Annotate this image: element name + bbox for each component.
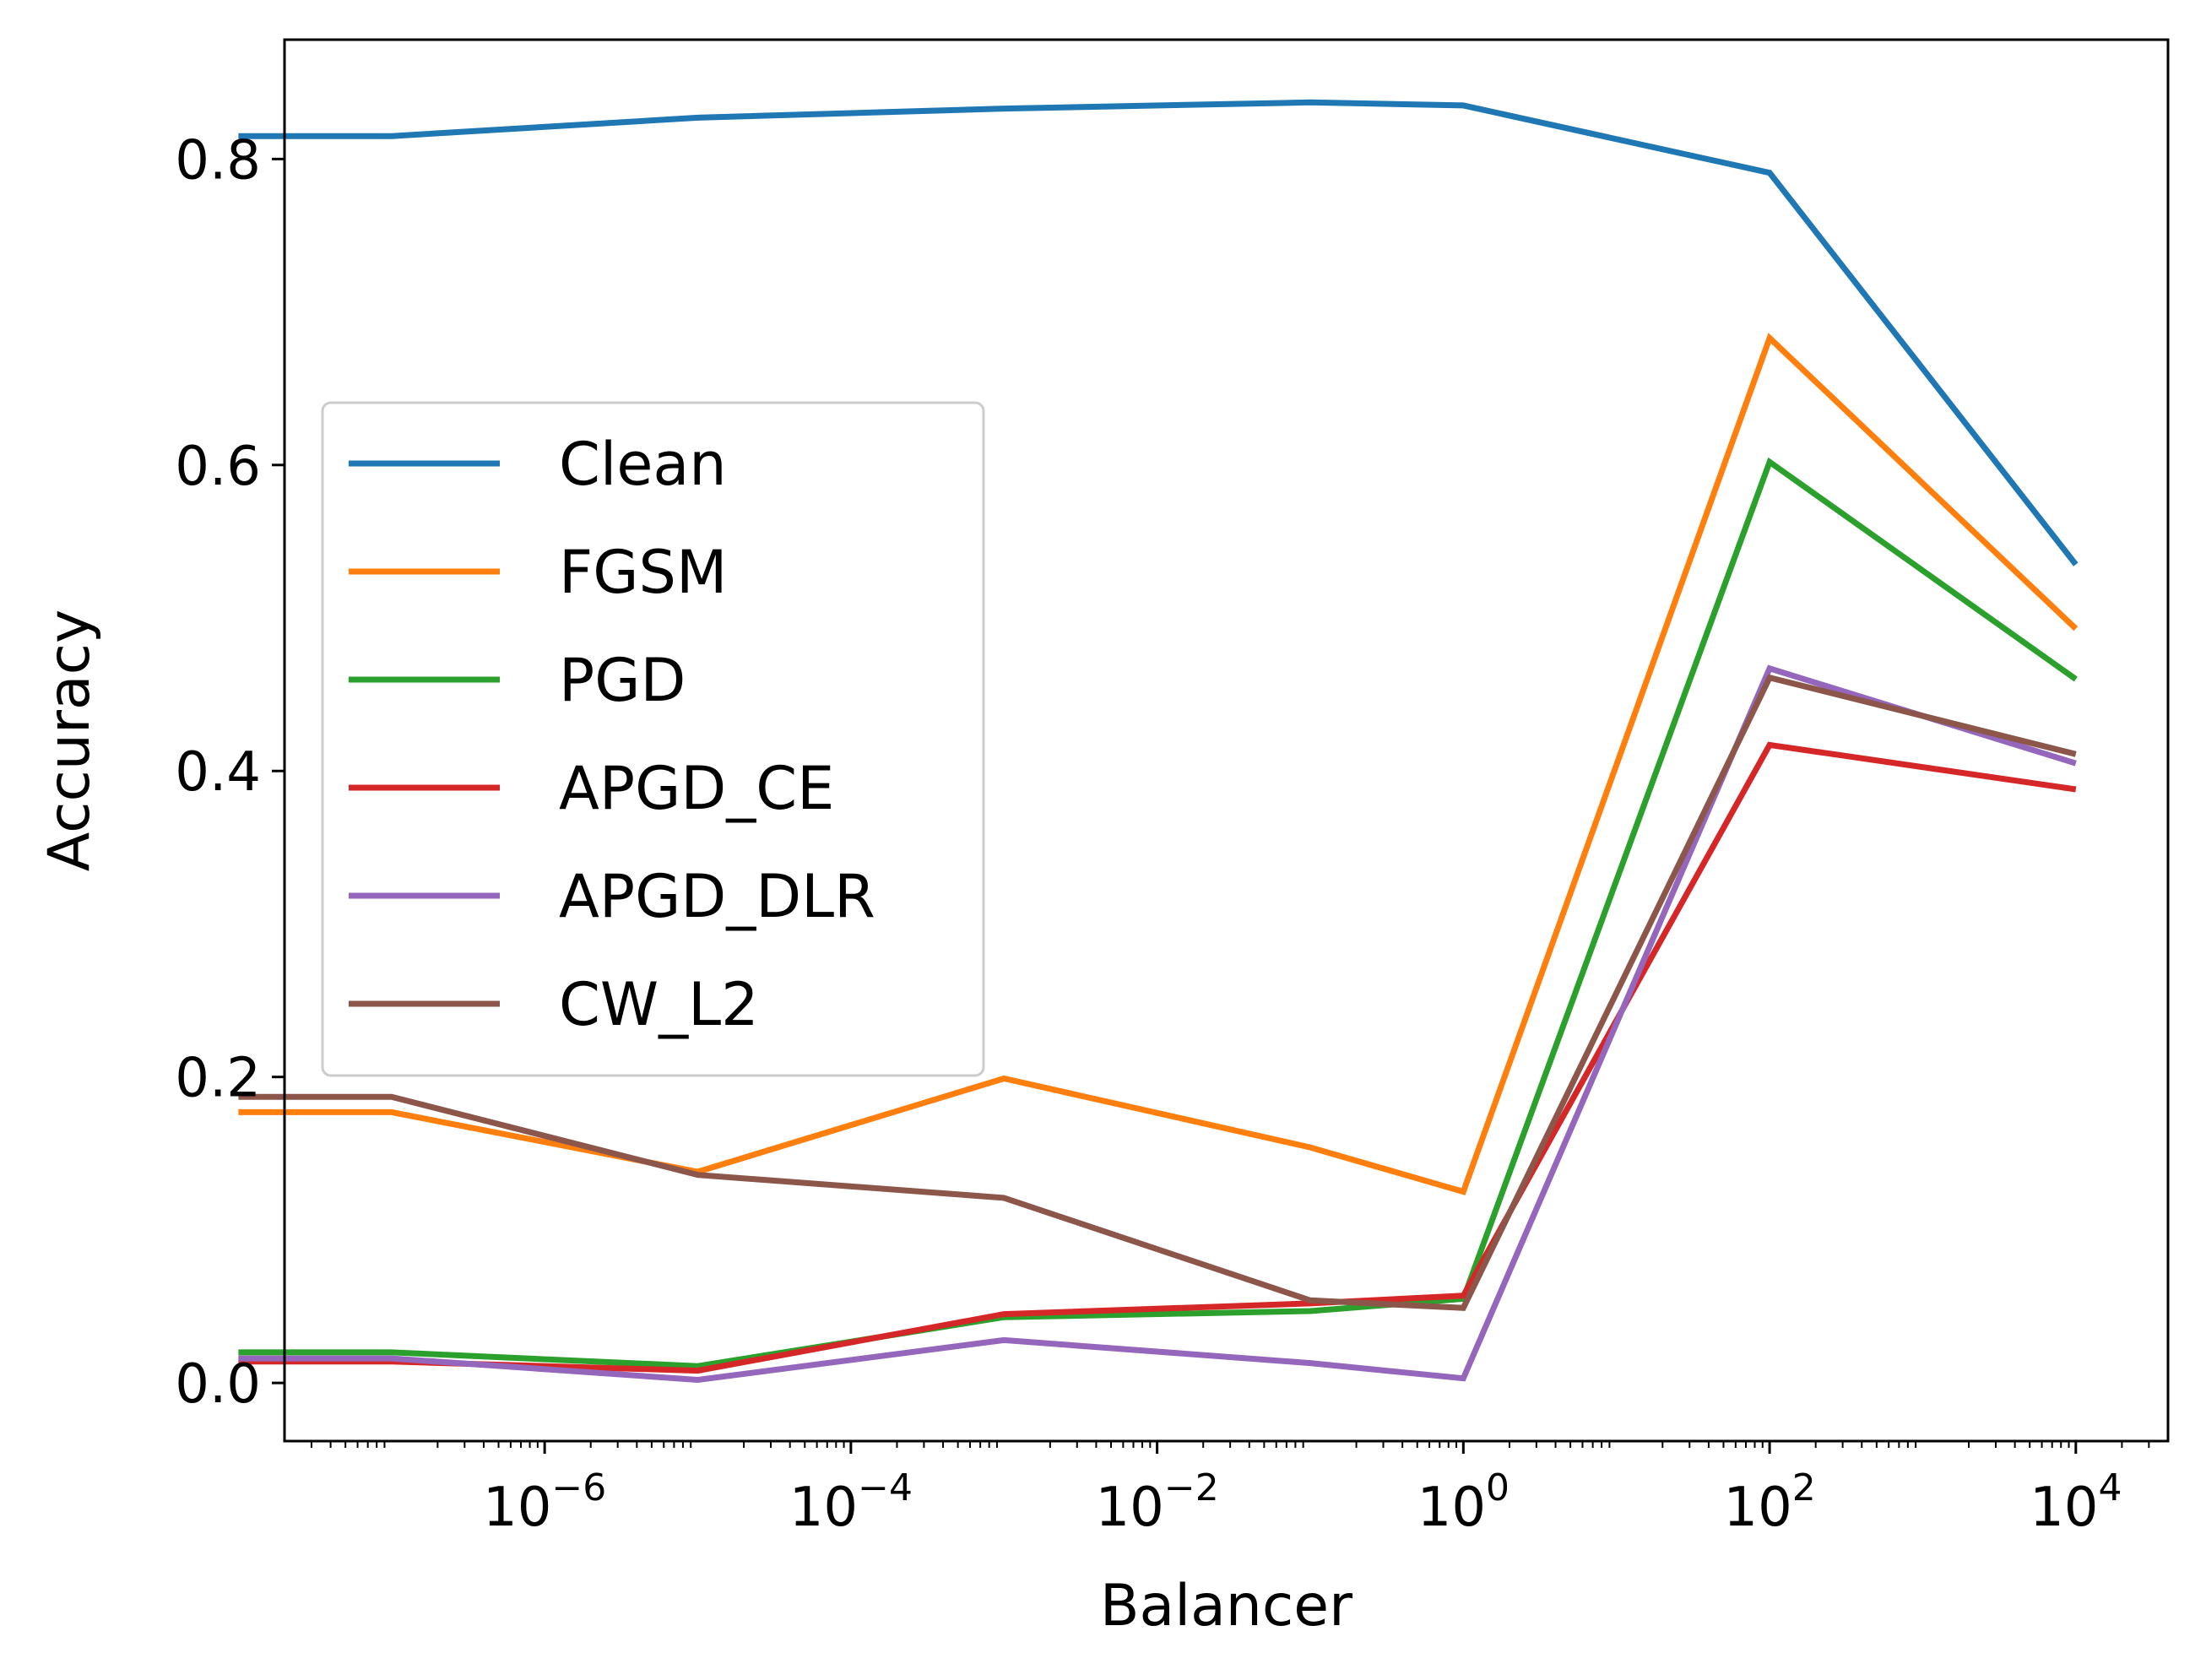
x-tick-base: 10 <box>1095 1477 1163 1539</box>
y-axis: 0.0 0.2 0.4 0.6 0.8 <box>175 129 285 1416</box>
x-axis-label: Balancer <box>1100 1573 1352 1639</box>
legend-label-apgd-dlr: APGD_DLR <box>559 862 875 931</box>
legend: Clean FGSM PGD APGD_CE APGD_DLR CW_L2 <box>321 401 985 1077</box>
y-tick-label: 0.6 <box>175 436 261 498</box>
x-tick-label: 104 <box>2030 1466 2122 1539</box>
y-tick-label: 0.2 <box>175 1048 261 1110</box>
y-axis-label: Accuracy <box>36 610 103 871</box>
series-line-cw-l2 <box>238 674 2077 1311</box>
plot-frame <box>283 38 2170 1443</box>
series-line-fgsm <box>238 333 2079 1195</box>
x-tick-base: 10 <box>2030 1477 2098 1539</box>
x-tick-base: 10 <box>1723 1477 1791 1539</box>
legend-label-cw-l2: CW_L2 <box>559 970 759 1039</box>
x-tick-exponent: 4 <box>2099 1466 2122 1509</box>
x-axis: 10−6 10−4 10−2 100 102 104 <box>310 1441 2150 1539</box>
x-tick-label: 10−6 <box>483 1466 606 1539</box>
x-tick-base: 10 <box>789 1477 858 1539</box>
legend-label-fgsm: FGSM <box>559 538 727 607</box>
series-line-pgd <box>238 457 2078 1369</box>
y-tick-label: 0.8 <box>175 129 261 192</box>
x-tick-exponent: 2 <box>1792 1466 1816 1509</box>
legend-label-apgd-ce: APGD_CE <box>559 754 834 823</box>
x-tick-label: 10−4 <box>789 1466 913 1539</box>
legend-label-clean: Clean <box>559 430 727 499</box>
x-tick-base: 10 <box>1417 1477 1486 1539</box>
x-tick-base: 10 <box>483 1477 551 1539</box>
y-tick-label: 0.0 <box>175 1353 261 1416</box>
x-tick-exponent: −2 <box>1164 1466 1219 1509</box>
x-tick-label: 102 <box>1723 1466 1815 1539</box>
x-tick-exponent: 0 <box>1486 1466 1510 1509</box>
legend-label-pgd: PGD <box>559 646 686 715</box>
series-line-clean <box>238 99 2079 566</box>
y-tick-label: 0.4 <box>175 741 261 804</box>
series-layer <box>238 99 2079 1384</box>
x-tick-label: 10−2 <box>1095 1466 1218 1539</box>
x-tick-exponent: −4 <box>858 1466 913 1509</box>
x-tick-exponent: −6 <box>551 1466 606 1509</box>
x-tick-label: 100 <box>1417 1466 1510 1539</box>
